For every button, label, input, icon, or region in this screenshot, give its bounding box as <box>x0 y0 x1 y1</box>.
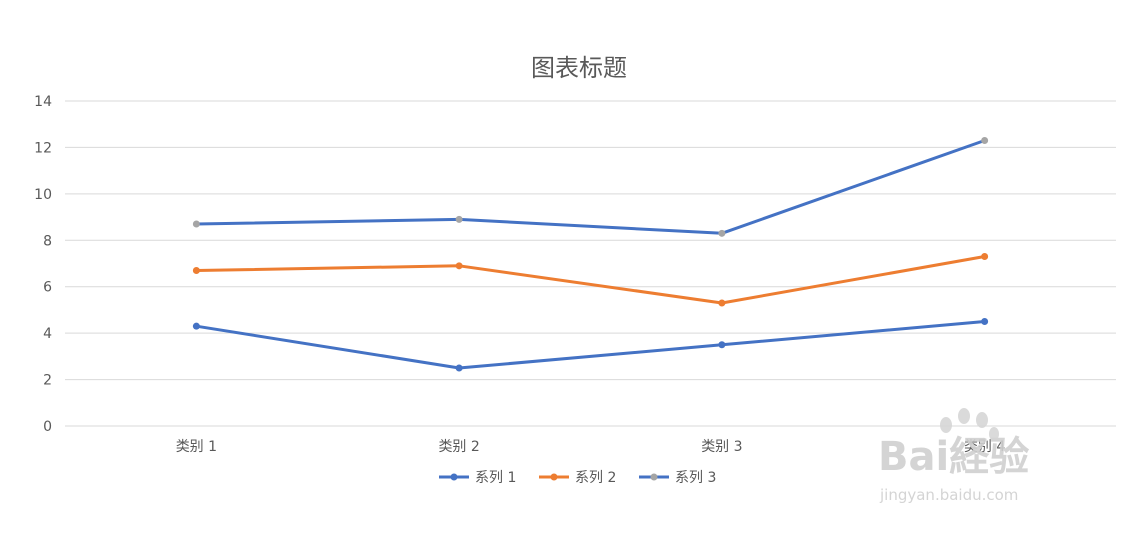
data-point <box>455 262 463 270</box>
series-line <box>194 139 987 235</box>
data-point <box>718 341 726 349</box>
legend-item: 系列 3 <box>639 470 716 486</box>
y-tick-label: 10 <box>34 187 52 203</box>
legend-label: 系列 3 <box>675 470 716 486</box>
watermark-logo-text: Bai経验 <box>878 434 1029 480</box>
data-point <box>192 220 200 228</box>
data-point <box>981 136 989 144</box>
chart-title: 图表标题 <box>531 54 627 82</box>
series-3 <box>192 136 989 237</box>
y-tick-label: 12 <box>34 140 52 156</box>
series-group <box>192 136 989 372</box>
x-axis-ticks: 类别 1 类别 2 类别 3 类别 4 <box>176 439 1006 455</box>
legend: 系列 1 系列 2 系列 3 <box>439 470 716 486</box>
y-axis-ticks: 0 2 4 6 8 10 12 14 <box>34 94 52 435</box>
series-1 <box>192 318 989 372</box>
series-line <box>194 320 987 370</box>
legend-marker <box>650 473 658 481</box>
watermark: Bai経验 jingyan.baidu.com <box>878 408 1029 504</box>
legend-item: 系列 1 <box>439 470 516 486</box>
data-point <box>981 318 989 326</box>
paw-icon <box>940 408 999 441</box>
y-tick-label: 6 <box>43 280 52 296</box>
legend-label: 系列 2 <box>575 470 616 486</box>
data-point <box>192 322 200 330</box>
data-point <box>718 299 726 307</box>
legend-marker <box>550 473 558 481</box>
legend-marker <box>450 473 458 481</box>
data-point <box>192 266 200 274</box>
data-point <box>455 364 463 372</box>
x-tick-label: 类别 1 <box>176 439 217 455</box>
y-tick-label: 4 <box>43 326 52 342</box>
y-tick-label: 0 <box>43 419 52 435</box>
x-tick-label: 类别 4 <box>964 439 1005 455</box>
data-point <box>718 229 726 237</box>
x-tick-label: 类别 2 <box>438 439 479 455</box>
y-tick-label: 2 <box>43 373 52 389</box>
data-point <box>455 215 463 223</box>
y-tick-label: 14 <box>34 94 52 110</box>
series-line <box>194 255 987 305</box>
watermark-url-text: jingyan.baidu.com <box>879 486 1018 504</box>
y-tick-label: 8 <box>43 233 52 249</box>
data-point <box>981 253 989 261</box>
legend-label: 系列 1 <box>475 470 516 486</box>
legend-item: 系列 2 <box>539 470 616 486</box>
series-2 <box>192 253 989 307</box>
x-tick-label: 类别 3 <box>701 439 742 455</box>
